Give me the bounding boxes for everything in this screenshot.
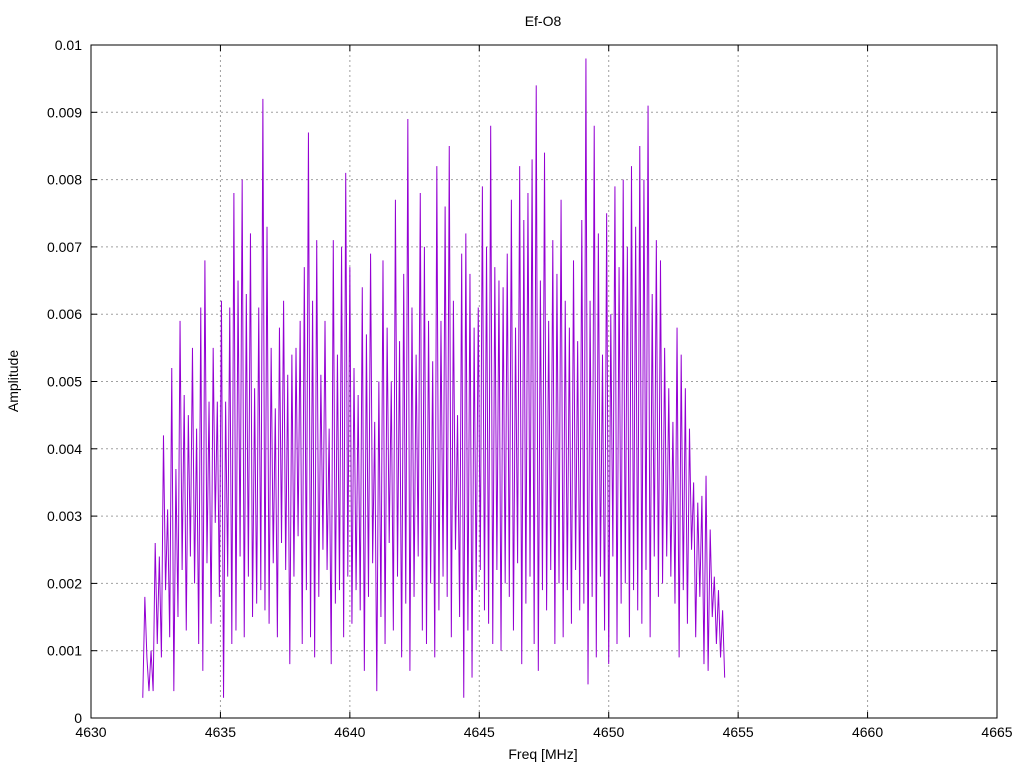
x-tick-label: 4650 xyxy=(593,724,624,740)
x-tick-label: 4655 xyxy=(723,724,754,740)
y-tick-label: 0.002 xyxy=(47,575,82,591)
y-tick-label: 0.009 xyxy=(47,104,82,120)
y-tick-label: 0.004 xyxy=(47,441,82,457)
y-tick-label: 0.006 xyxy=(47,306,82,322)
y-tick-label: 0 xyxy=(74,710,82,726)
tick-marks xyxy=(90,44,998,719)
y-tick-label: 0.003 xyxy=(47,508,82,524)
x-tick-label: 4635 xyxy=(205,724,236,740)
series-line-group xyxy=(142,58,726,698)
y-tick-label: 0.001 xyxy=(47,643,82,659)
x-tick-label: 4660 xyxy=(852,724,883,740)
y-axis-title: Amplitude xyxy=(5,350,21,412)
tick-labels: 4630 4635 4640 4645 4650 4655 4660 4665 0 0.001 0.… xyxy=(47,37,1013,740)
x-tick-label: 4665 xyxy=(981,724,1012,740)
y-tick-label: 0.01 xyxy=(55,37,82,53)
y-tick-label: 0.005 xyxy=(47,374,82,390)
series-line xyxy=(142,58,726,698)
x-tick-label: 4640 xyxy=(334,724,365,740)
y-tick-label: 0.007 xyxy=(47,239,82,255)
x-tick-label: 4630 xyxy=(75,724,106,740)
y-tick-label: 0.008 xyxy=(47,172,82,188)
chart-title: Ef-O8 xyxy=(525,13,562,29)
x-tick-label: 4645 xyxy=(464,724,495,740)
x-axis-title: Freq [MHz] xyxy=(508,746,577,762)
